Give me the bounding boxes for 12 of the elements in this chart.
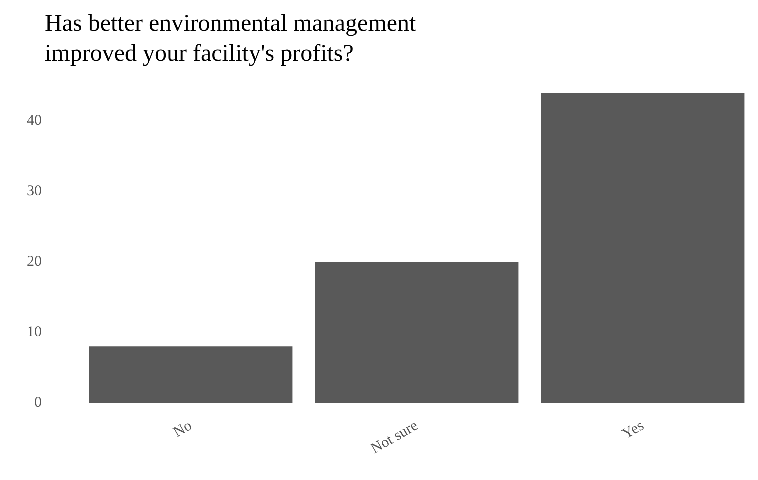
bar	[89, 346, 293, 403]
bar	[541, 93, 745, 403]
x-tick-label: Yes	[620, 418, 648, 443]
y-tick-label: 20	[27, 254, 42, 270]
y-tick-label: 40	[27, 113, 42, 130]
y-tick-label: 10	[27, 324, 42, 341]
chart-title: Has better environmental management improved your facility's profits?	[45, 11, 417, 67]
bar	[315, 262, 519, 403]
x-tick-label: No	[171, 418, 195, 442]
x-tick-label: Not sure	[368, 418, 422, 458]
y-tick-label: 0	[34, 395, 42, 411]
y-tick-label: 30	[27, 184, 42, 200]
